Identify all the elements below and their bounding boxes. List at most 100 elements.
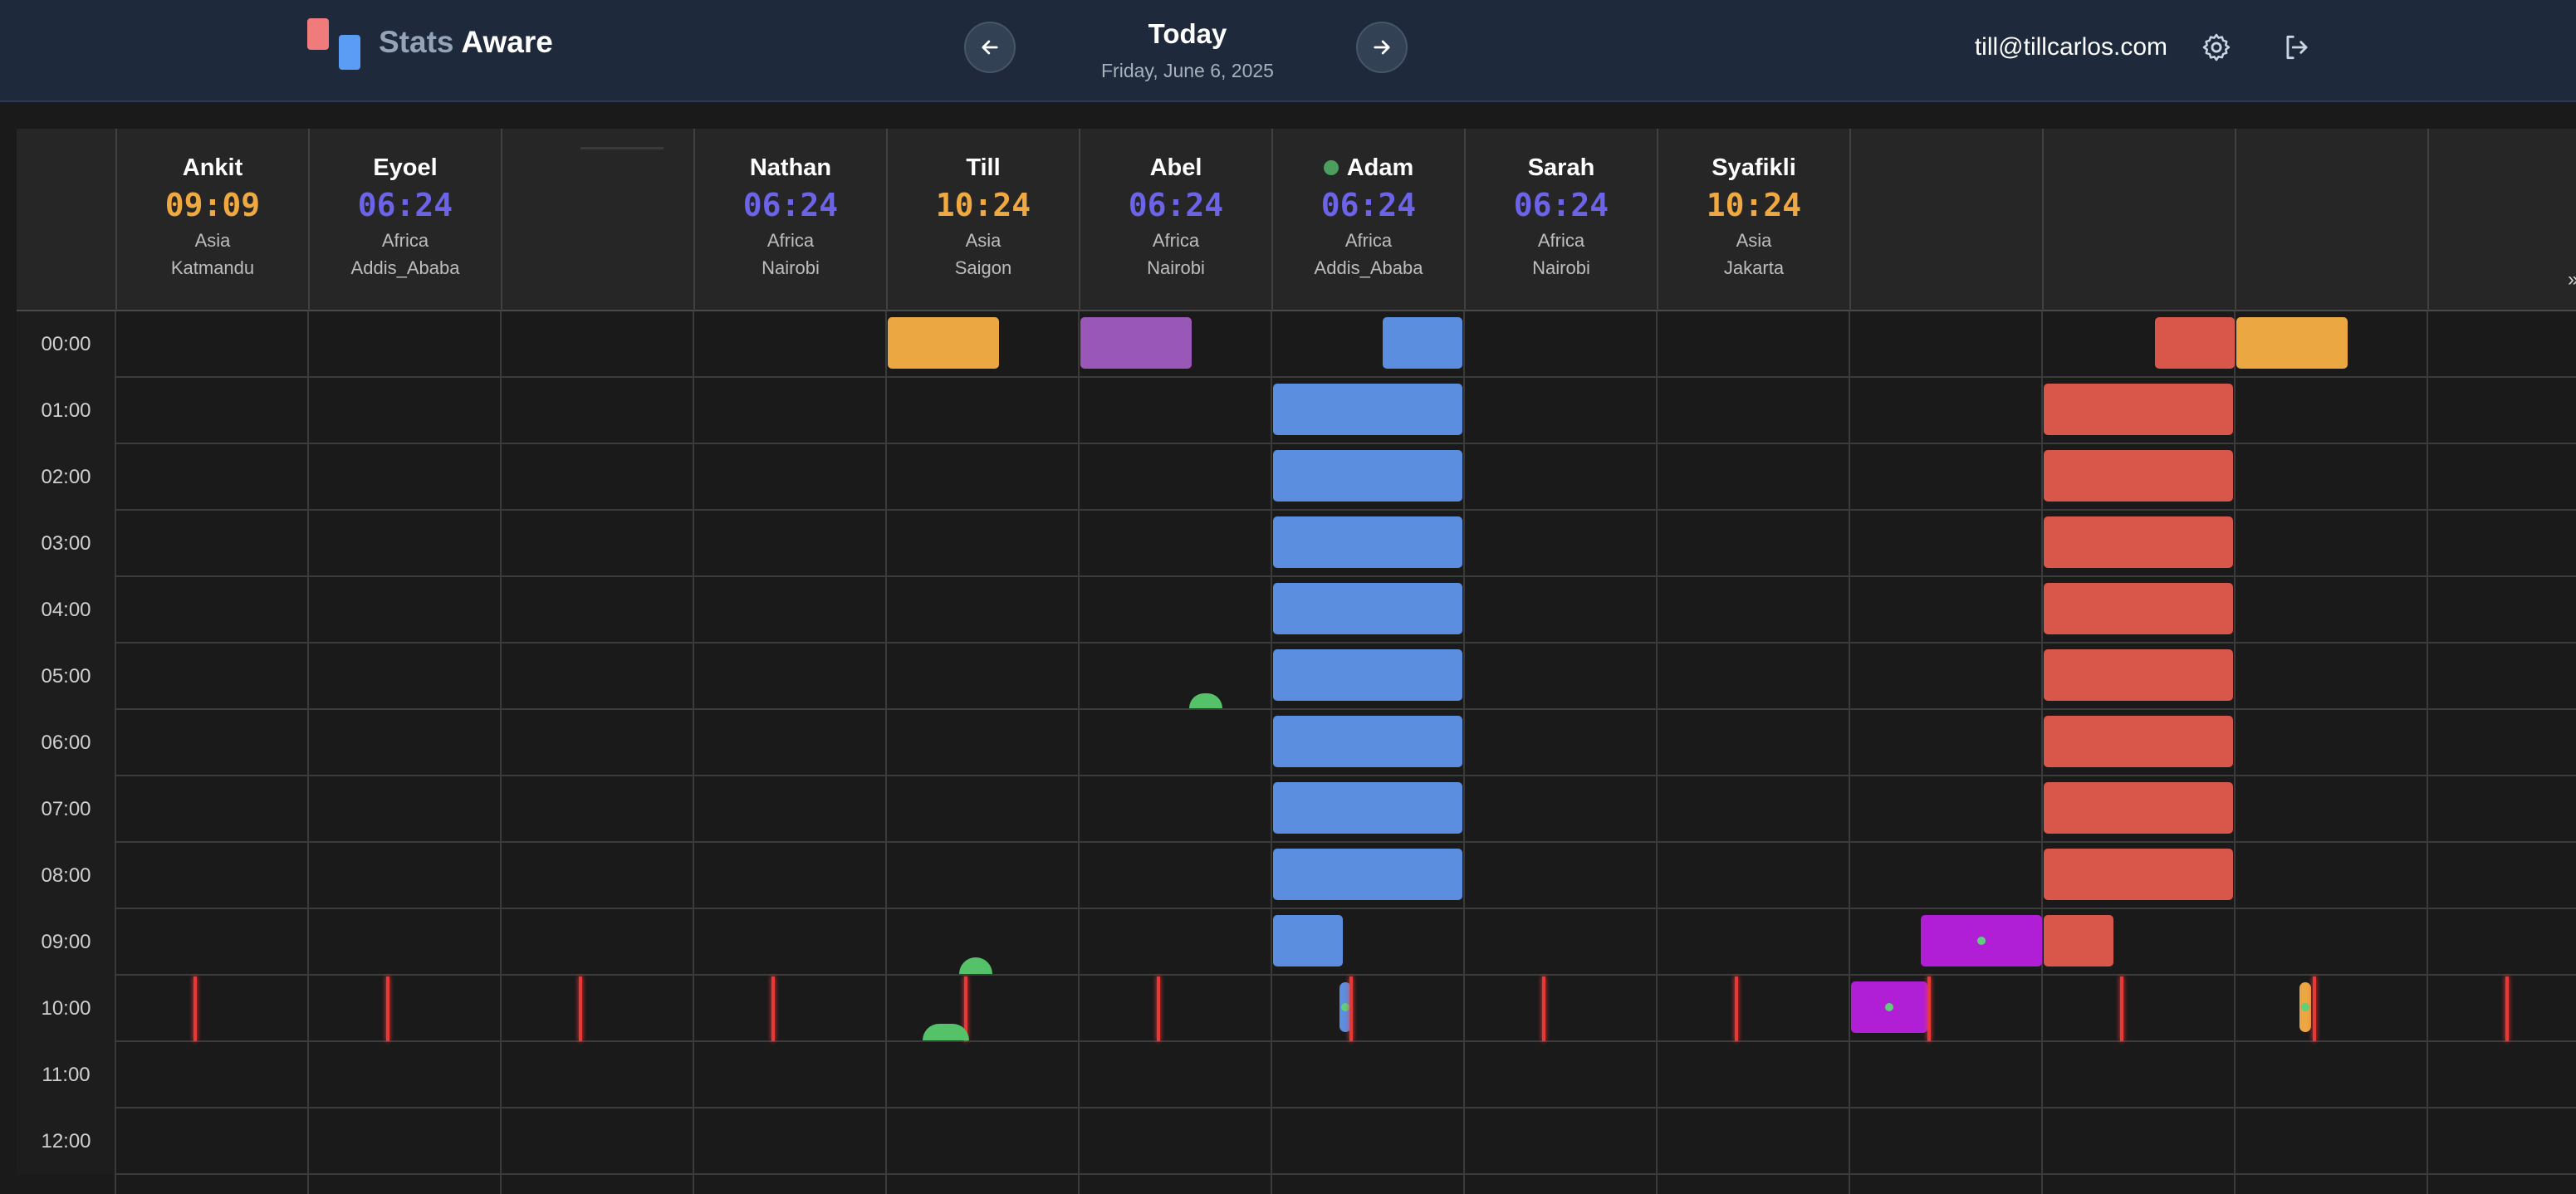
activity-block[interactable] xyxy=(2044,516,2233,568)
column-header[interactable]: Adam 06:24 Africa Addis_Ababa xyxy=(1271,129,1464,311)
timezone-city: Jakarta xyxy=(1723,257,1785,278)
activity-block[interactable] xyxy=(2044,384,2233,435)
activity-block[interactable] xyxy=(2044,583,2233,634)
arrow-left-icon xyxy=(982,40,998,55)
person-name xyxy=(2236,154,2427,182)
activity-block[interactable] xyxy=(1921,915,2042,966)
activity-block-narrow[interactable] xyxy=(2299,982,2311,1032)
person-name-text: Eyoel xyxy=(373,154,438,181)
timezone-region: Africa xyxy=(766,230,815,251)
app-brand[interactable]: Stats Aware xyxy=(379,25,553,60)
column-header[interactable]: Till 10:24 Asia Saigon xyxy=(886,129,1079,311)
activity-block[interactable] xyxy=(2044,716,2233,767)
timezone-city: Nairobi xyxy=(762,257,820,278)
person-name xyxy=(1851,154,2042,182)
activity-block[interactable] xyxy=(1273,583,1462,634)
activity-block[interactable] xyxy=(1273,516,1462,568)
activity-block[interactable] xyxy=(888,317,999,369)
activity-block-narrow[interactable] xyxy=(1339,982,1351,1032)
hour-label: 03:00 xyxy=(17,511,115,577)
activity-dot xyxy=(1977,937,1986,945)
current-time-marker xyxy=(2120,976,2123,1041)
app-logo-icon[interactable] xyxy=(306,17,364,71)
column-header[interactable] xyxy=(2235,129,2427,311)
person-name: Ankit xyxy=(117,154,308,182)
activity-block[interactable] xyxy=(1273,649,1462,701)
activity-block[interactable] xyxy=(1273,450,1462,502)
current-time-marker xyxy=(1157,976,1160,1041)
hour-label: 04:00 xyxy=(17,577,115,643)
column-divider xyxy=(2234,311,2236,1194)
column-header[interactable]: Abel 06:24 Africa Nairobi xyxy=(1079,129,1271,311)
person-name: Adam xyxy=(1273,154,1464,182)
settings-button[interactable] xyxy=(2196,27,2237,68)
activity-block[interactable] xyxy=(1383,317,1462,369)
column-divider xyxy=(1271,311,1272,1194)
previous-day-button[interactable] xyxy=(964,22,1016,73)
column-divider xyxy=(307,311,309,1194)
hour-row: 08:00 xyxy=(17,843,2576,909)
column-header[interactable] xyxy=(2427,129,2576,311)
timeline-grid: Ankit 09:09 Asia Katmandu Eyoel 06:24 Af… xyxy=(17,129,2576,1194)
activity-block[interactable] xyxy=(2044,915,2113,966)
person-name: Syafikli xyxy=(1658,154,1849,182)
person-name: Till xyxy=(888,154,1079,182)
current-time-marker xyxy=(964,976,967,1041)
person-name: Sarah xyxy=(1466,154,1657,182)
more-columns-indicator[interactable]: » xyxy=(2568,268,2576,291)
local-time: 09:09 xyxy=(164,187,261,223)
next-day-button[interactable] xyxy=(1356,22,1408,73)
hour-row: 12:00 xyxy=(17,1108,2576,1175)
activity-block[interactable] xyxy=(1273,716,1462,767)
activity-block[interactable] xyxy=(2044,450,2233,502)
current-time-marker xyxy=(386,976,389,1041)
person-name: Eyoel xyxy=(310,154,501,182)
hour-row: 07:00 xyxy=(17,776,2576,843)
activity-block[interactable] xyxy=(2155,317,2235,369)
timezone-city: Addis_Ababa xyxy=(350,257,460,278)
current-time-marker xyxy=(2313,976,2316,1041)
person-name: Abel xyxy=(1080,154,1271,182)
timezone-city: Nairobi xyxy=(1532,257,1590,278)
current-time-marker xyxy=(1542,976,1545,1041)
activity-block[interactable] xyxy=(2044,649,2233,701)
hour-label: 12:00 xyxy=(17,1108,115,1175)
activity-block[interactable] xyxy=(1851,981,1927,1033)
column-header[interactable]: Sarah 06:24 Africa Nairobi xyxy=(1464,129,1657,311)
person-name-text: Syafikli xyxy=(1712,154,1796,181)
hour-row: 03:00 xyxy=(17,511,2576,577)
column-divider xyxy=(693,311,694,1194)
presence-indicator xyxy=(959,957,992,974)
column-divider xyxy=(885,311,887,1194)
hour-row: 10:00 xyxy=(17,976,2576,1042)
user-email[interactable]: till@tillcarlos.com xyxy=(1974,33,2167,61)
column-header[interactable] xyxy=(1849,129,2042,311)
column-header[interactable] xyxy=(501,129,693,311)
activity-block[interactable] xyxy=(1080,317,1192,369)
hour-row: 04:00 xyxy=(17,577,2576,643)
activity-block[interactable] xyxy=(1273,849,1462,900)
activity-block[interactable] xyxy=(1273,384,1462,435)
timezone-city: Nairobi xyxy=(1147,257,1205,278)
activity-dot xyxy=(2301,1003,2309,1011)
column-header[interactable]: Nathan 06:24 Africa Nairobi xyxy=(693,129,886,311)
activity-block[interactable] xyxy=(1273,915,1343,966)
activity-block[interactable] xyxy=(2044,782,2233,834)
column-header[interactable]: Ankit 09:09 Asia Katmandu xyxy=(115,129,308,311)
column-divider xyxy=(2427,311,2428,1194)
column-divider xyxy=(1463,311,1465,1194)
person-name-text: Nathan xyxy=(749,154,832,181)
hour-row: 11:00 xyxy=(17,1042,2576,1108)
hour-label: 10:00 xyxy=(17,976,115,1042)
hour-label: 02:00 xyxy=(17,444,115,511)
column-header[interactable] xyxy=(2042,129,2235,311)
column-header[interactable]: Syafikli 10:24 Asia Jakarta xyxy=(1657,129,1849,311)
column-header[interactable]: Eyoel 06:24 Africa Addis_Ababa xyxy=(308,129,501,311)
activity-block[interactable] xyxy=(1273,782,1462,834)
hour-label: 09:00 xyxy=(17,909,115,976)
logout-button[interactable] xyxy=(2276,27,2318,68)
activity-block[interactable] xyxy=(2044,849,2233,900)
local-time: 10:24 xyxy=(935,187,1031,223)
column-divider xyxy=(1078,311,1080,1194)
activity-block[interactable] xyxy=(2236,317,2348,369)
